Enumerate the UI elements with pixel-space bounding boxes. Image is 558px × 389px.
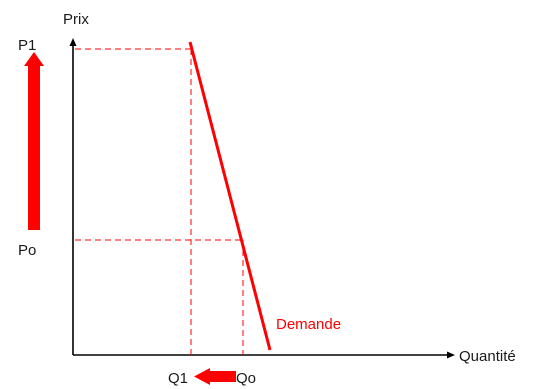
- quantity-decrease-arrow-head: [194, 368, 210, 385]
- qo-label: Qo: [236, 370, 256, 387]
- x-axis-label: Quantité: [459, 348, 516, 365]
- p1-label: P1: [18, 37, 36, 54]
- price-increase-arrow-head: [24, 52, 44, 66]
- y-axis-arrowhead: [69, 38, 77, 46]
- demand-curve-label: Demande: [276, 316, 341, 333]
- po-label: Po: [18, 242, 36, 259]
- price-increase-arrow-shaft: [28, 64, 40, 230]
- quantity-decrease-arrow-shaft: [208, 371, 236, 382]
- y-axis-label: Prix: [63, 11, 89, 28]
- x-axis-arrowhead: [447, 351, 455, 359]
- q1-label: Q1: [168, 370, 188, 387]
- demand-curve: [188, 41, 272, 351]
